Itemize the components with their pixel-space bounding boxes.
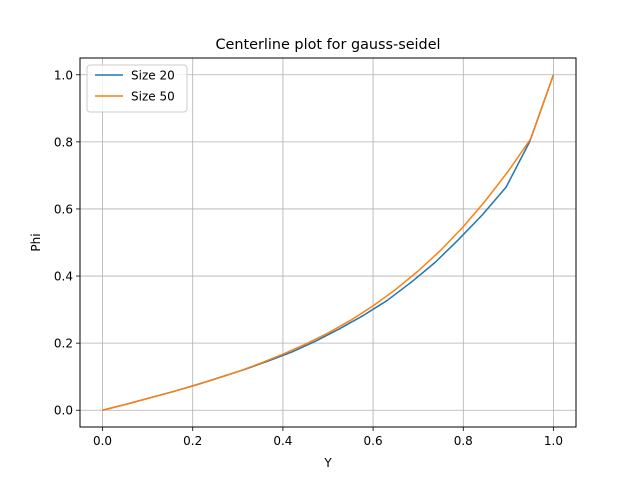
- x-tick-label: 0.2: [183, 434, 202, 448]
- y-tick-label: 0.0: [54, 404, 73, 418]
- chart-title: Centerline plot for gauss-seidel: [215, 37, 440, 53]
- grid-lines: [80, 58, 576, 427]
- axis-ticks: 0.0 0.2 0.4 0.6 0.8 1.0 0.0 0.2 0.4 0.6 0.8 1.0: [54, 68, 563, 448]
- x-axis-title: Y: [323, 456, 332, 470]
- series-lines: [102, 74, 555, 411]
- legend-label-1: Size 20: [131, 69, 175, 83]
- legend-label-2: Size 50: [131, 90, 175, 104]
- x-tick-label: 0.0: [93, 434, 112, 448]
- y-tick-label: 0.6: [54, 202, 73, 216]
- series-line-2: [102, 74, 555, 411]
- x-tick-label: 0.8: [454, 434, 473, 448]
- y-axis-title: Phi: [29, 233, 43, 251]
- x-tick-label: 1.0: [544, 434, 563, 448]
- x-tick-label: 0.4: [273, 434, 292, 448]
- legend-box: [86, 64, 188, 113]
- plot-frame: [79, 57, 577, 428]
- y-tick-label: 0.4: [54, 270, 73, 284]
- x-tick-label: 0.6: [364, 434, 383, 448]
- y-tick-label: 0.2: [54, 337, 73, 351]
- legend: Size 20 Size 50: [86, 64, 188, 113]
- y-tick-label: 1.0: [54, 68, 73, 82]
- y-tick-label: 0.8: [54, 135, 73, 149]
